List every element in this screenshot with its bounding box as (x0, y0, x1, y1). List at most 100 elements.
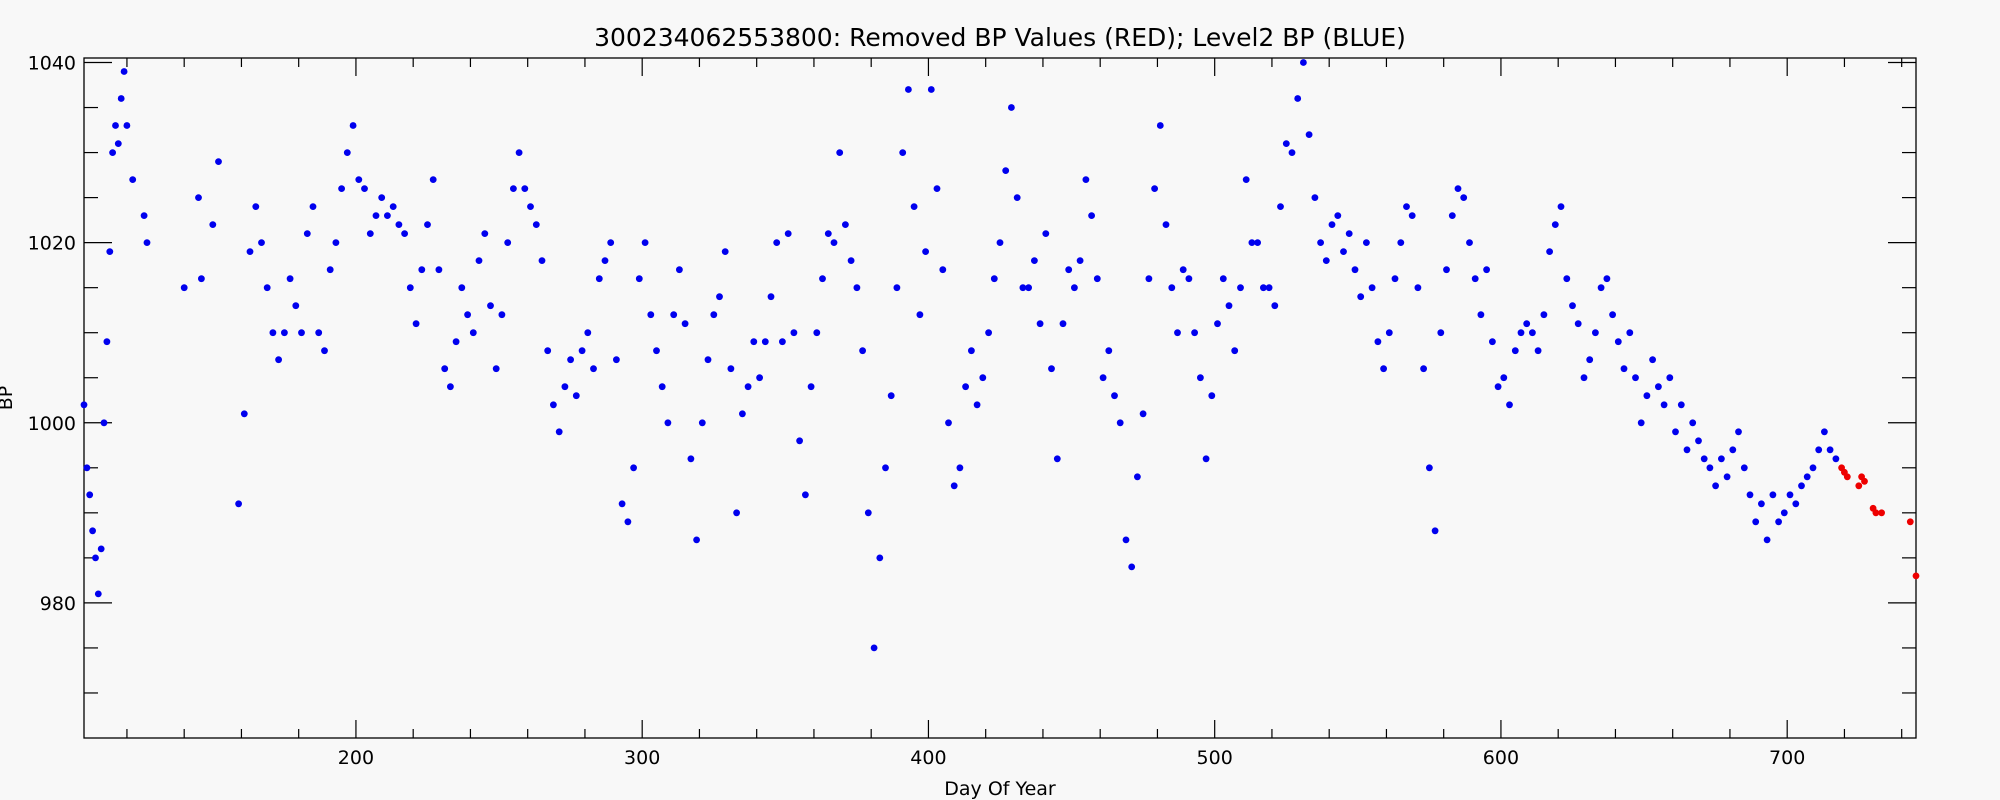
level2-bp-point (979, 374, 987, 382)
level2-bp-point (469, 329, 477, 337)
level2-bp-point (750, 338, 758, 346)
level2-bp-point (258, 239, 265, 247)
removed-bp-point (1906, 518, 1914, 526)
level2-bp-point (1763, 536, 1771, 544)
level2-bp-point (195, 194, 202, 202)
level2-bp-point (922, 248, 929, 256)
level2-bp-point (1282, 140, 1290, 148)
level2-bp-point (819, 275, 826, 283)
level2-bp-point (1328, 221, 1336, 229)
level2-bp-point (406, 284, 414, 292)
x-axis-ticks: 200 300 400 500 600 700 (126, 58, 1903, 769)
level2-bp-point (1534, 347, 1542, 355)
level2-bp-point (1832, 455, 1840, 463)
title: 300234062553800: Removed BP Values (RED)… (594, 23, 1406, 52)
level2-bp-point (899, 149, 907, 157)
level2-bp-point (401, 230, 408, 238)
level2-bp-point (676, 266, 683, 274)
level2-bp-point (1225, 302, 1233, 310)
level2-bp-point (1277, 203, 1284, 211)
level2-bp-point (1672, 428, 1679, 436)
level2-bp-point (1156, 122, 1164, 129)
level2-bp-point (458, 284, 466, 292)
level2-bp-point (521, 185, 529, 193)
level2-bp-point (1752, 518, 1760, 526)
level2-bp-point (847, 257, 855, 264)
level2-bp-point (1620, 365, 1628, 373)
level2-bp-point (1145, 275, 1153, 283)
level2-bp-point (1065, 266, 1073, 274)
level2-bp-point (1128, 563, 1136, 571)
level2-bp-point (1391, 275, 1399, 283)
level2-bp-point (97, 545, 105, 553)
level2-bp-point (1340, 248, 1347, 256)
level2-bp-point (1729, 446, 1737, 454)
level2-bp-point (1288, 149, 1296, 157)
level2-bp-point (1414, 284, 1422, 292)
level2-bp-point (1151, 185, 1158, 193)
level2-bp-point (1317, 239, 1324, 247)
level2-bp-point (1712, 482, 1719, 490)
level2-bp-point (779, 338, 786, 346)
level2-bp-point (1500, 374, 1508, 382)
level2-bp-point (905, 86, 912, 93)
level2-bp-point (429, 176, 437, 184)
level2-bp-point (117, 95, 125, 102)
level2-bp-point (1053, 455, 1061, 463)
level2-bp-point (269, 329, 277, 337)
level2-bp-point (962, 383, 969, 391)
level2-bp-point (670, 311, 678, 319)
level2-bp-point (990, 275, 998, 283)
level2-bp-point (1076, 257, 1084, 264)
level2-bp-point (1809, 464, 1817, 472)
level2-bp-point (1260, 284, 1267, 292)
level2-bp-point (950, 482, 958, 490)
level2-bp-point (1471, 275, 1479, 283)
level2-bp-point (1036, 320, 1044, 328)
level2-bp-point (1265, 284, 1273, 292)
level2-bp-point (1059, 320, 1067, 328)
level2-bp-point (1592, 329, 1599, 337)
level2-bp-point (89, 527, 96, 535)
level2-bp-point (1723, 473, 1731, 481)
level2-bp-point (1420, 365, 1427, 373)
level2-bp-point (1048, 365, 1055, 373)
level2-bp-point (1569, 302, 1576, 310)
level2-bp-point (767, 293, 775, 301)
level2-bp-point (956, 464, 964, 472)
x-tick-label: 700 (1769, 747, 1805, 769)
level2-bp-point (693, 536, 700, 544)
level2-bp-point (355, 176, 363, 184)
plot-frame (83, 57, 1917, 739)
level2-bp-point (1706, 464, 1714, 472)
level2-bp-point (532, 221, 540, 229)
level2-bp-point (441, 365, 449, 373)
y-axis-ticks: 980 1000 1020 1040 (28, 53, 1916, 694)
level2-bp-point (836, 149, 844, 157)
level2-bp-point (744, 383, 752, 391)
level2-bp-point (933, 185, 941, 193)
level2-bp-point (578, 347, 586, 355)
level2-bp-point (1042, 230, 1050, 238)
level2-bp-point (698, 419, 706, 427)
level2-bp-point (1540, 311, 1548, 319)
level2-bp-point (114, 140, 122, 148)
level2-bp-point (143, 239, 151, 247)
level2-bp-point (727, 365, 735, 373)
level2-bp-point (1477, 311, 1485, 319)
level2-bp-point (1506, 401, 1513, 409)
level2-bp-point (1609, 311, 1616, 319)
level2-bp-point (378, 194, 386, 202)
level2-bp-point (664, 419, 672, 427)
level2-bp-point (447, 383, 454, 391)
level2-bp-point (106, 248, 114, 256)
level2-bp-point (395, 221, 403, 229)
level2-bp-point (704, 356, 712, 364)
level2-bp-point (1740, 464, 1748, 472)
level2-bp-point (435, 266, 443, 274)
level2-bp-point (1168, 284, 1176, 292)
level2-bp-point (876, 554, 884, 562)
level2-bp-point (1300, 59, 1307, 66)
level2-bp-point (1460, 194, 1468, 202)
level2-bp-point (973, 401, 981, 409)
